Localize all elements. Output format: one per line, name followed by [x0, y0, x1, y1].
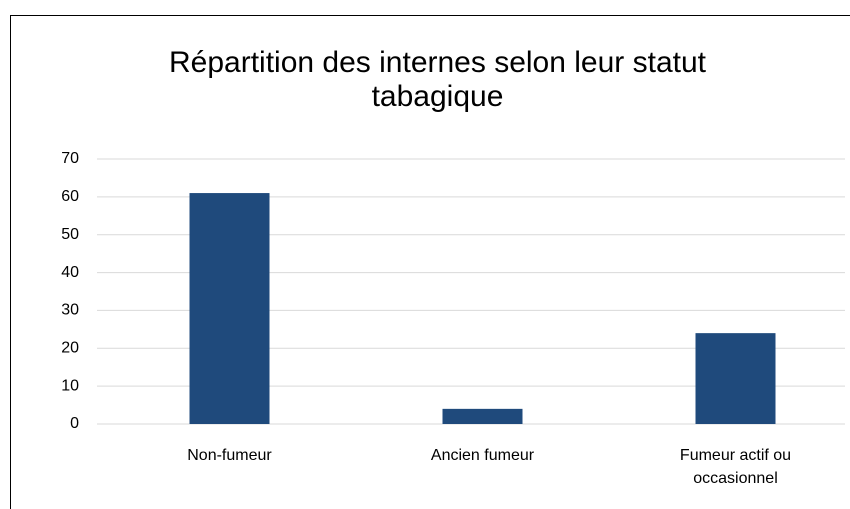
y-tick-label: 50: [61, 226, 79, 243]
y-tick-label: 70: [61, 150, 79, 167]
bar: [189, 193, 270, 424]
y-tick-label: 30: [61, 302, 79, 319]
y-tick-label: 20: [61, 340, 79, 357]
y-tick-label: 60: [61, 188, 79, 205]
bar: [695, 333, 776, 424]
x-tick-label: Non-fumeur: [187, 447, 272, 464]
y-tick-label: 0: [70, 415, 79, 432]
y-tick-label: 40: [61, 264, 79, 281]
y-tick-label: 10: [61, 377, 79, 394]
x-tick-label: Ancien fumeur: [430, 447, 535, 464]
bar: [442, 408, 523, 424]
x-tick-label: Fumeur actif ou occasionnel: [679, 447, 792, 487]
chart-title: Répartition des internes selon leur stat…: [169, 46, 706, 113]
